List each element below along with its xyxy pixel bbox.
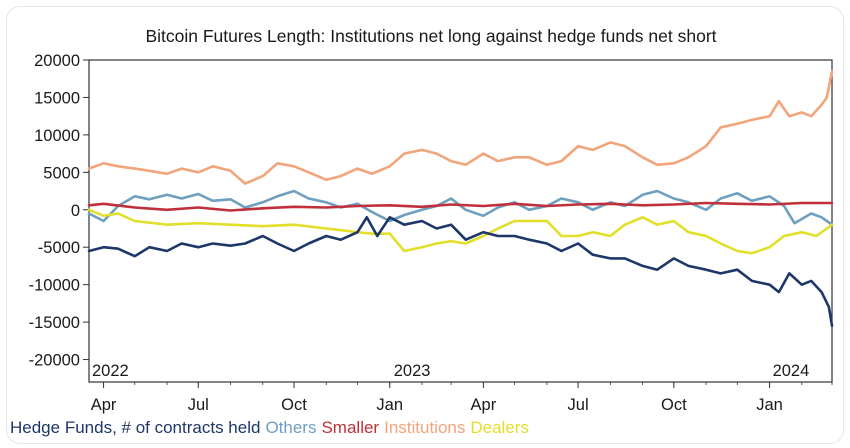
legend: Hedge Funds, # of contracts held Others Sm… bbox=[10, 418, 534, 438]
series-line-dealers bbox=[87, 208, 834, 255]
series-line-others bbox=[87, 189, 834, 226]
x-tick-label: Apr bbox=[471, 396, 497, 414]
x-tick-label: Jul bbox=[568, 396, 589, 414]
legend-item-others: Others bbox=[265, 418, 317, 437]
series-line-smaller bbox=[87, 201, 834, 212]
x-tick-label: Oct bbox=[661, 396, 687, 414]
y-tick-label: -10000 bbox=[29, 277, 80, 295]
plot-area bbox=[88, 59, 833, 383]
y-tick-label: -5000 bbox=[38, 239, 80, 257]
x-tick-label: Oct bbox=[281, 396, 307, 414]
x-axis: Apr Jul Oct Jan Apr Jul Oct Jan 2022 2023 2024 bbox=[91, 362, 833, 414]
y-tick-label: 20000 bbox=[34, 52, 80, 70]
legend-item-smaller: Smaller bbox=[321, 418, 380, 437]
chart-title: Bitcoin Futures Length: Institutions net… bbox=[145, 26, 716, 46]
legend-item-institutions: Institutions bbox=[384, 418, 466, 437]
year-label: 2023 bbox=[394, 362, 431, 380]
legend-item-dealers: Dealers bbox=[470, 418, 529, 437]
y-axis: 20000 15000 10000 5000 0 -5000 -10000 -15000 -20… bbox=[29, 52, 89, 370]
series-line-hedge-funds bbox=[87, 216, 834, 328]
year-label: 2024 bbox=[773, 362, 810, 380]
chart-card bbox=[6, 6, 844, 444]
series-line-institutions bbox=[87, 69, 834, 185]
year-label: 2022 bbox=[92, 362, 129, 380]
y-tick-label: -15000 bbox=[29, 314, 80, 332]
legend-prefix: Hedge Funds, # of contracts held bbox=[10, 418, 261, 437]
x-tick-label: Jan bbox=[756, 396, 783, 414]
series-lines bbox=[87, 69, 834, 328]
y-tick-label: 5000 bbox=[43, 164, 80, 182]
y-tick-label: 10000 bbox=[34, 127, 80, 145]
y-tick-label: -20000 bbox=[29, 352, 80, 370]
x-tick-label: Apr bbox=[91, 396, 117, 414]
y-tick-label: 0 bbox=[71, 202, 80, 220]
x-tick-label: Jan bbox=[376, 396, 403, 414]
y-tick-label: 15000 bbox=[34, 89, 80, 107]
x-tick-label: Jul bbox=[188, 396, 209, 414]
